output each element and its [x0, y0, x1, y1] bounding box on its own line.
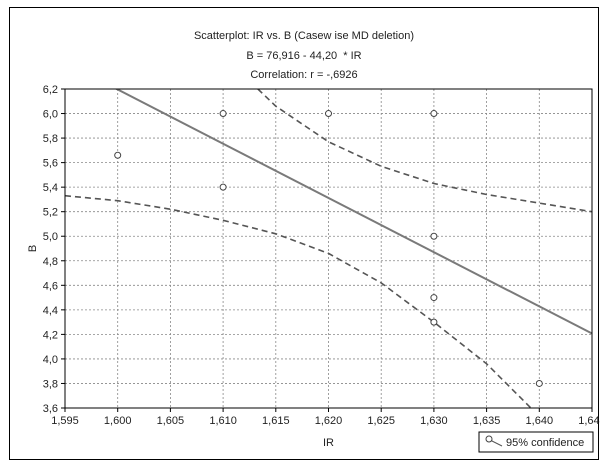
data-point	[114, 151, 122, 159]
x-tick-label: 1,635	[473, 415, 501, 427]
y-tick-label: 5,6	[43, 158, 58, 170]
plot-border	[64, 88, 593, 409]
confidence-upper-line	[257, 89, 592, 213]
legend-box	[478, 431, 594, 453]
y-tick-label: 5,4	[43, 182, 58, 194]
x-tick-label: 1,640	[526, 415, 554, 427]
data-point	[430, 294, 438, 302]
y-axis-label: B	[27, 245, 39, 252]
y-tick-label: 3,6	[43, 403, 58, 415]
legend-marker-icon	[485, 435, 493, 443]
legend: 95% confidence	[478, 431, 594, 453]
x-tick-label: 1,615	[262, 415, 290, 427]
data-point	[219, 110, 227, 118]
legend-label: 95% confidence	[506, 437, 584, 449]
data-point	[430, 232, 438, 240]
x-tick-label: 1,645	[578, 415, 600, 427]
data-point	[219, 183, 227, 191]
data-point	[325, 110, 332, 118]
chart-equation: B = 76,916 - 44,20 * IR	[246, 50, 362, 62]
data-point	[430, 110, 438, 118]
chart-title: Scatterplot: IR vs. B (Casew ise MD dele…	[193, 30, 415, 42]
x-tick-label: 1,605	[157, 415, 185, 427]
x-tick-label: 1,625	[367, 415, 395, 427]
y-tick-label: 4,2	[43, 329, 58, 341]
y-tick-label: 5,2	[43, 207, 58, 219]
data-point	[535, 379, 543, 387]
x-tick-label: 1,595	[51, 415, 79, 427]
y-tick-label: 6,0	[43, 109, 58, 121]
data-point	[430, 318, 438, 326]
y-tick-label: 4,4	[43, 305, 58, 317]
scatterplot-svg: 1,595 1,600 1,605 1,610 1,615 1,620 1,625 1,630…	[27, 84, 600, 453]
confidence-lower-line	[65, 194, 532, 408]
y-tick-label: 5,8	[43, 133, 58, 145]
y-tick-label: 3,8	[43, 378, 58, 390]
y-tick-label: 4,6	[43, 280, 58, 292]
x-tick-label: 1,620	[315, 415, 343, 427]
y-tick-label: 4,0	[43, 354, 58, 366]
x-tick-label: 1,630	[420, 415, 448, 427]
y-tick-label: 4,8	[43, 256, 58, 268]
y-tick-label: 5,0	[43, 231, 58, 243]
y-tick-label: 6,2	[43, 84, 58, 96]
chart-frame: Scatterplot: IR vs. B (Casew ise MD dele…	[9, 7, 600, 460]
chart-correlation: Correlation: r = -,6926	[250, 69, 358, 81]
x-axis-label: IR	[323, 437, 334, 449]
x-tick-label: 1,600	[104, 415, 132, 427]
regression-line	[114, 89, 592, 335]
x-tick-label: 1,610	[209, 415, 237, 427]
